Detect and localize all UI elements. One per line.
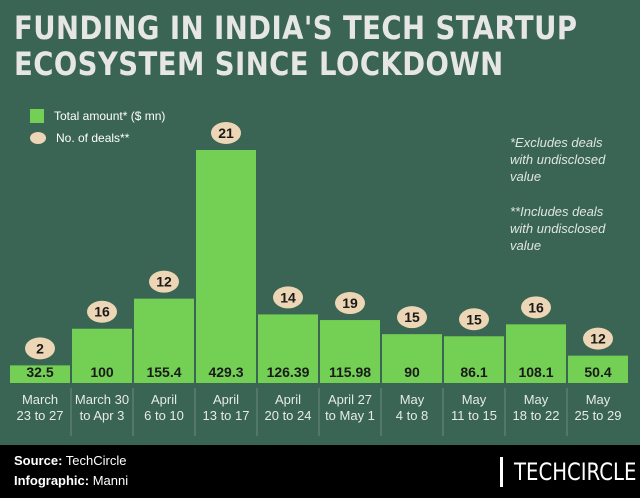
bar-7: [382, 334, 442, 383]
note-excludes-line-1: *Excludes deals: [510, 135, 603, 150]
bar-value-label-10: 50.4: [584, 364, 611, 380]
note-excludes: *Excludes deals with undisclosed value: [510, 134, 635, 185]
bar-2: [72, 328, 132, 383]
bar-4: [196, 150, 256, 383]
bar-value-label-9: 108.1: [518, 364, 553, 380]
deal-badge-1: [25, 337, 55, 360]
category-label-10-line-2: 25 to 29: [575, 408, 622, 423]
bar-6: [320, 320, 380, 383]
bar-value-label-3: 155.4: [146, 364, 181, 380]
legend-deals: No. of deals**: [30, 130, 129, 146]
category-label-6-line-2: to May 1: [325, 408, 375, 423]
deal-badge-2: [87, 300, 117, 323]
deal-count-label-6: 19: [342, 295, 358, 311]
deal-count-label-1: 2: [36, 340, 44, 356]
category-label-3-line-2: 6 to 10: [144, 408, 184, 423]
infographic-value: Manni: [89, 473, 129, 488]
category-label-1-line-1: March: [22, 392, 58, 407]
deal-count-label-5: 14: [280, 289, 296, 305]
category-label-8-line-1: May: [462, 392, 487, 407]
category-label-4-line-1: April: [213, 392, 239, 407]
category-label-8-line-2: 11 to 15: [451, 408, 497, 423]
category-label-10-line-1: May: [586, 392, 611, 407]
footer: Source: TechCircle Infographic: Manni TE…: [0, 445, 640, 498]
bar-5: [258, 314, 318, 383]
deal-badge-8: [459, 308, 489, 331]
category-label-7-line-2: 4 to 8: [396, 408, 429, 423]
deal-badge-10: [583, 327, 613, 350]
deal-badge-4: [211, 122, 241, 144]
bar-value-label-1: 32.5: [26, 364, 53, 380]
source-label: Source:: [14, 453, 63, 468]
category-label-1-line-2: 23 to 27: [17, 408, 64, 423]
legend-deals-swatch: [30, 132, 46, 144]
category-label-3-line-1: April: [151, 392, 177, 407]
note-includes-line-1: **Includes deals: [510, 204, 604, 219]
note-includes-line-3: value: [510, 238, 542, 253]
bar-8: [444, 336, 504, 383]
deal-count-label-7: 15: [404, 309, 420, 325]
bar-3: [134, 298, 194, 383]
deal-count-label-2: 16: [94, 304, 110, 320]
bar-value-label-4: 429.3: [208, 364, 243, 380]
deal-badge-5: [273, 286, 303, 309]
bar-value-label-7: 90: [404, 364, 420, 380]
infographic-label: Infographic:: [14, 473, 90, 488]
deal-count-label-10: 12: [590, 331, 606, 347]
bar-9: [506, 324, 566, 383]
legend-deals-label: No. of deals**: [56, 131, 130, 145]
bar-10: [568, 355, 628, 383]
deal-count-label-3: 12: [156, 274, 172, 290]
deal-badge-3: [149, 270, 179, 293]
deal-badge-9: [521, 296, 551, 319]
category-label-9-line-1: May: [524, 392, 549, 407]
category-label-2-line-2: to Apr 3: [80, 408, 125, 423]
category-label-6-line-1: April 27: [328, 392, 372, 407]
deal-badge-6: [335, 292, 365, 315]
category-label-5-line-2: 20 to 24: [265, 408, 312, 423]
bar-value-label-6: 115.98: [329, 364, 371, 380]
infographic-line: Infographic: Manni: [14, 473, 128, 488]
deal-count-label-8: 15: [466, 311, 482, 327]
note-includes-line-2: with undisclosed: [510, 221, 606, 236]
techcircle-logo: TECHCIRCLE: [514, 458, 637, 486]
note-includes: **Includes deals with undisclosed value: [510, 203, 635, 254]
deal-count-label-4: 21: [218, 125, 234, 141]
deal-badge-7: [397, 306, 427, 329]
deal-count-label-9: 16: [528, 299, 544, 315]
note-excludes-line-3: value: [510, 169, 542, 184]
category-label-2-line-1: March 30: [75, 392, 129, 407]
logo-divider: [500, 457, 503, 487]
category-label-9-line-2: 18 to 22: [513, 408, 560, 423]
title-line-2: ECOSYSTEM SINCE LOCKDOWN: [14, 45, 504, 83]
legend-amount-label: Total amount* ($ mn): [54, 109, 166, 123]
bar-value-label-5: 126.39: [267, 364, 310, 380]
source-line: Source: TechCircle: [14, 453, 126, 468]
bar-value-label-8: 86.1: [460, 364, 487, 380]
category-label-7-line-1: May: [400, 392, 425, 407]
legend-amount: Total amount* ($ mn): [30, 108, 165, 124]
title-line-1: FUNDING IN INDIA'S TECH STARTUP: [14, 9, 578, 47]
source-value: TechCircle: [62, 453, 127, 468]
note-excludes-line-2: with undisclosed: [510, 152, 606, 167]
category-label-5-line-1: April: [275, 392, 301, 407]
chart-title: FUNDING IN INDIA'S TECH STARTUP ECOSYSTE…: [14, 9, 578, 83]
bar-value-label-2: 100: [90, 364, 114, 380]
category-label-4-line-2: 13 to 17: [203, 408, 250, 423]
bar-1: [10, 365, 70, 383]
legend-amount-swatch: [30, 109, 44, 123]
